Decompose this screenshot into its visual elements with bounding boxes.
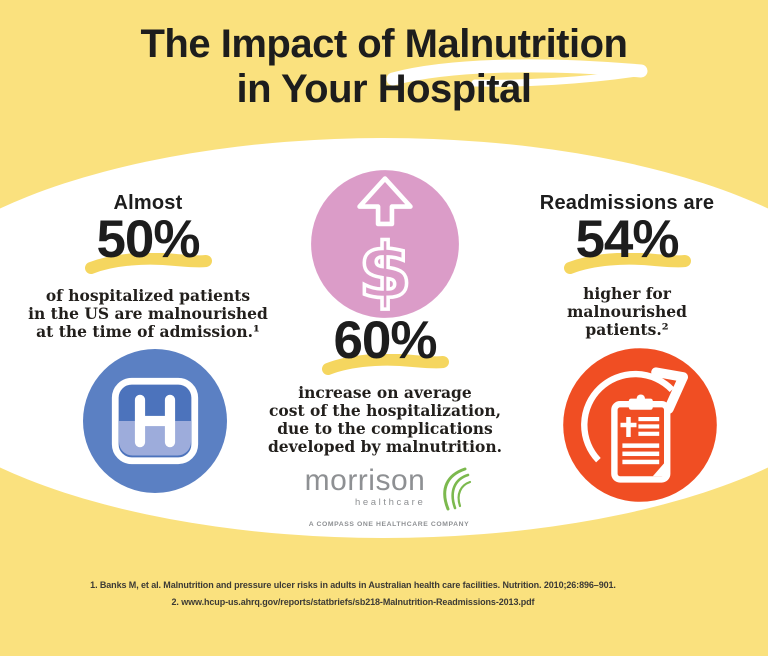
footnote-1: 1. Banks M, et al. Malnutrition and pres… — [90, 580, 616, 590]
logo-subtitle: healthcare — [354, 497, 426, 508]
morrison-healthcare-logo: morrison healthcare A COMPASS ONE HEALTH… — [284, 466, 494, 528]
leaf-swoosh-icon — [443, 467, 472, 511]
stat-left-desc-line: at the time of admission.¹ — [36, 322, 260, 341]
stat-left-value-wrap: 50% — [84, 213, 212, 274]
stat-left-desc-line: in the US are malnourished — [28, 304, 268, 323]
footnotes: 1. Banks M, et al. Malnutrition and pres… — [0, 577, 706, 610]
stat-center-desc-line: developed by malnutrition. — [267, 437, 503, 456]
stat-left-lead: Almost — [113, 192, 183, 214]
stat-right-lead: Readmissions are — [539, 192, 715, 214]
logo-row: morrison healthcare — [284, 466, 494, 512]
highlight-swoosh-icon — [321, 354, 449, 375]
stat-center-desc-line: due to the complications — [277, 419, 493, 438]
stat-center-description: increase on average cost of the hospital… — [254, 384, 516, 456]
stat-center-desc-line: increase on average — [298, 383, 472, 402]
readmission-icon — [560, 345, 720, 505]
title-line-1: The Impact of Malnutrition — [140, 22, 628, 66]
svg-text:$: $ — [358, 228, 412, 317]
stat-right-readmissions: Readmissions are 54% higher for malnouri… — [507, 192, 747, 339]
logo-tagline: A COMPASS ONE HEALTHCARE COMPANY — [308, 521, 470, 528]
stat-right-value-wrap: 54% — [563, 213, 691, 274]
footnote-2: 2. www.hcup-us.ahrq.gov/reports/statbrie… — [171, 596, 535, 607]
logo-name: morrison — [304, 464, 426, 497]
stat-center-cost-increase: 60% increase on average cost of the hosp… — [254, 314, 516, 456]
stat-right-desc-line: patients.² — [585, 320, 669, 339]
stat-left-desc-line: of hospitalized patients — [45, 286, 251, 305]
title-line-2: in Your Hospital — [236, 67, 533, 111]
logo-text: morrison healthcare — [304, 464, 426, 509]
stat-center-value: 60% — [333, 311, 437, 370]
stat-left-malnourished-admission: Almost 50% of hospitalized patients in t… — [28, 192, 268, 341]
stat-left-description: of hospitalized patients in the US are m… — [28, 287, 268, 341]
page-title: The Impact of Malnutrition in Your Hospi… — [0, 22, 768, 112]
title-highlight-swoosh-icon — [386, 59, 648, 87]
highlight-swoosh-icon — [563, 253, 691, 274]
cost-increase-icon: $ — [308, 166, 462, 322]
stat-right-description: higher for malnourished patients.² — [507, 285, 747, 339]
stat-center-value-wrap: 60% — [321, 314, 449, 375]
hospital-icon — [78, 346, 232, 496]
stat-left-value: 50% — [96, 210, 200, 269]
stat-right-desc-line: higher for — [583, 284, 671, 303]
stat-right-value: 54% — [575, 210, 679, 269]
stat-right-desc-line: malnourished — [567, 302, 687, 321]
highlight-swoosh-icon — [84, 253, 212, 274]
stat-center-desc-line: cost of the hospitalization, — [268, 401, 502, 420]
